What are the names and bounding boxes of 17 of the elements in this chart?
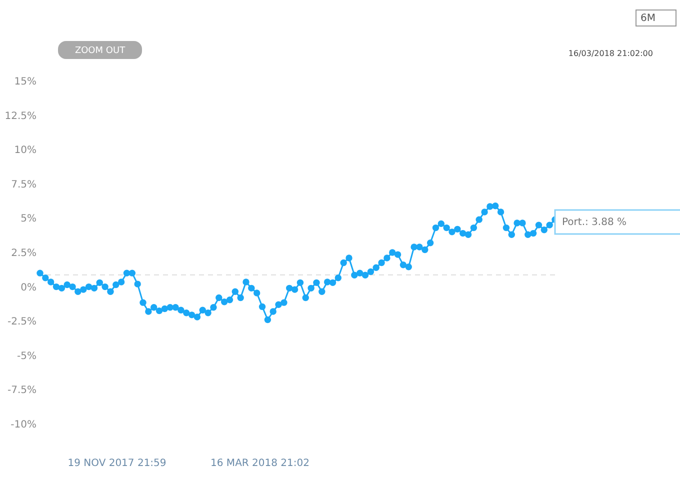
text: ZOOM OUT <box>74 46 126 56</box>
y-tick-label: 12.5% <box>4 110 36 122</box>
text: Port.: 3.88 % <box>562 217 626 228</box>
y-tick-label: -2.5% <box>7 316 36 328</box>
y-tick-label: 2.5% <box>11 248 36 259</box>
y-tick-label: 15% <box>14 76 36 88</box>
y-tick-label: 10% <box>14 145 36 156</box>
y-tick-label: 0% <box>20 282 36 294</box>
y-tick-label: -10% <box>10 420 36 430</box>
text: 16 MAR 2018 21:02 <box>210 458 310 469</box>
y-tick-label: -7.5% <box>7 385 36 396</box>
y-tick-label: 7.5% <box>11 179 36 190</box>
y-tick-label: 5% <box>20 214 36 225</box>
text: 16/03/2018 21:02:00 <box>568 49 653 58</box>
text: 6M <box>640 13 656 24</box>
text: 19 NOV 2017 21:59 <box>68 458 166 469</box>
y-tick-label: -5% <box>17 350 36 362</box>
